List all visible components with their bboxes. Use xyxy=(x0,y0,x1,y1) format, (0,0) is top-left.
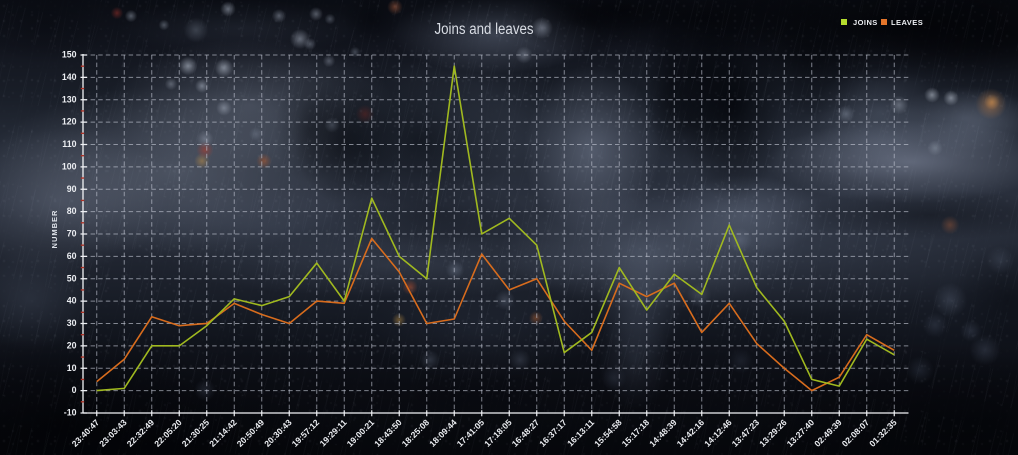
svg-text:Joins and leaves: Joins and leaves xyxy=(435,21,534,38)
svg-text:17:41:05: 17:41:05 xyxy=(455,417,487,449)
svg-text:18:25:08: 18:25:08 xyxy=(400,417,432,449)
svg-text:21:30:25: 21:30:25 xyxy=(180,417,212,449)
svg-text:50: 50 xyxy=(67,273,77,283)
svg-text:14:48:39: 14:48:39 xyxy=(647,417,679,449)
svg-text:90: 90 xyxy=(67,184,77,194)
svg-text:02:08:07: 02:08:07 xyxy=(840,417,872,449)
svg-text:20:30:43: 20:30:43 xyxy=(262,417,294,449)
svg-text:02:49:39: 02:49:39 xyxy=(812,417,844,449)
svg-text:23:40:47: 23:40:47 xyxy=(70,417,102,449)
svg-text:20: 20 xyxy=(67,340,77,350)
svg-text:19:29:11: 19:29:11 xyxy=(318,417,349,448)
svg-text:23:03:43: 23:03:43 xyxy=(97,417,129,449)
svg-text:20:50:49: 20:50:49 xyxy=(235,417,267,449)
svg-text:80: 80 xyxy=(67,206,77,216)
svg-text:40: 40 xyxy=(67,296,77,306)
svg-text:130: 130 xyxy=(62,94,77,104)
svg-text:15:54:58: 15:54:58 xyxy=(592,417,624,449)
svg-text:13:29:26: 13:29:26 xyxy=(757,417,789,449)
svg-text:LEAVES: LEAVES xyxy=(891,18,923,27)
svg-text:19:57:12: 19:57:12 xyxy=(290,417,322,449)
svg-text:18:43:50: 18:43:50 xyxy=(372,417,404,449)
svg-text:100: 100 xyxy=(62,161,77,171)
svg-text:120: 120 xyxy=(62,117,77,127)
svg-text:14:42:16: 14:42:16 xyxy=(675,417,707,449)
svg-text:-10: -10 xyxy=(64,408,77,418)
svg-text:30: 30 xyxy=(67,318,77,328)
svg-text:70: 70 xyxy=(67,229,77,239)
svg-text:JOINS: JOINS xyxy=(853,18,878,27)
svg-text:19:00:21: 19:00:21 xyxy=(345,417,377,449)
svg-text:110: 110 xyxy=(62,139,76,149)
svg-text:140: 140 xyxy=(62,72,77,82)
svg-text:13:47:23: 13:47:23 xyxy=(730,417,762,449)
svg-text:22:05:20: 22:05:20 xyxy=(152,417,184,449)
svg-text:16:37:17: 16:37:17 xyxy=(537,417,569,449)
svg-text:15:17:18: 15:17:18 xyxy=(620,417,652,449)
svg-text:14:12:46: 14:12:46 xyxy=(702,417,734,449)
svg-text:16:13:11: 16:13:11 xyxy=(565,417,596,448)
svg-text:10: 10 xyxy=(67,363,77,373)
svg-text:16:48:27: 16:48:27 xyxy=(510,417,542,449)
svg-text:13:27:40: 13:27:40 xyxy=(785,417,817,449)
svg-text:21:14:42: 21:14:42 xyxy=(207,417,239,449)
svg-text:18:09:44: 18:09:44 xyxy=(427,417,459,449)
svg-text:NUMBER: NUMBER xyxy=(50,210,59,249)
svg-text:22:32:49: 22:32:49 xyxy=(125,417,157,449)
svg-text:150: 150 xyxy=(62,50,77,60)
svg-text:0: 0 xyxy=(72,385,77,395)
svg-text:17:18:05: 17:18:05 xyxy=(482,417,514,449)
svg-text:60: 60 xyxy=(67,251,77,261)
svg-text:01:32:35: 01:32:35 xyxy=(867,417,899,449)
